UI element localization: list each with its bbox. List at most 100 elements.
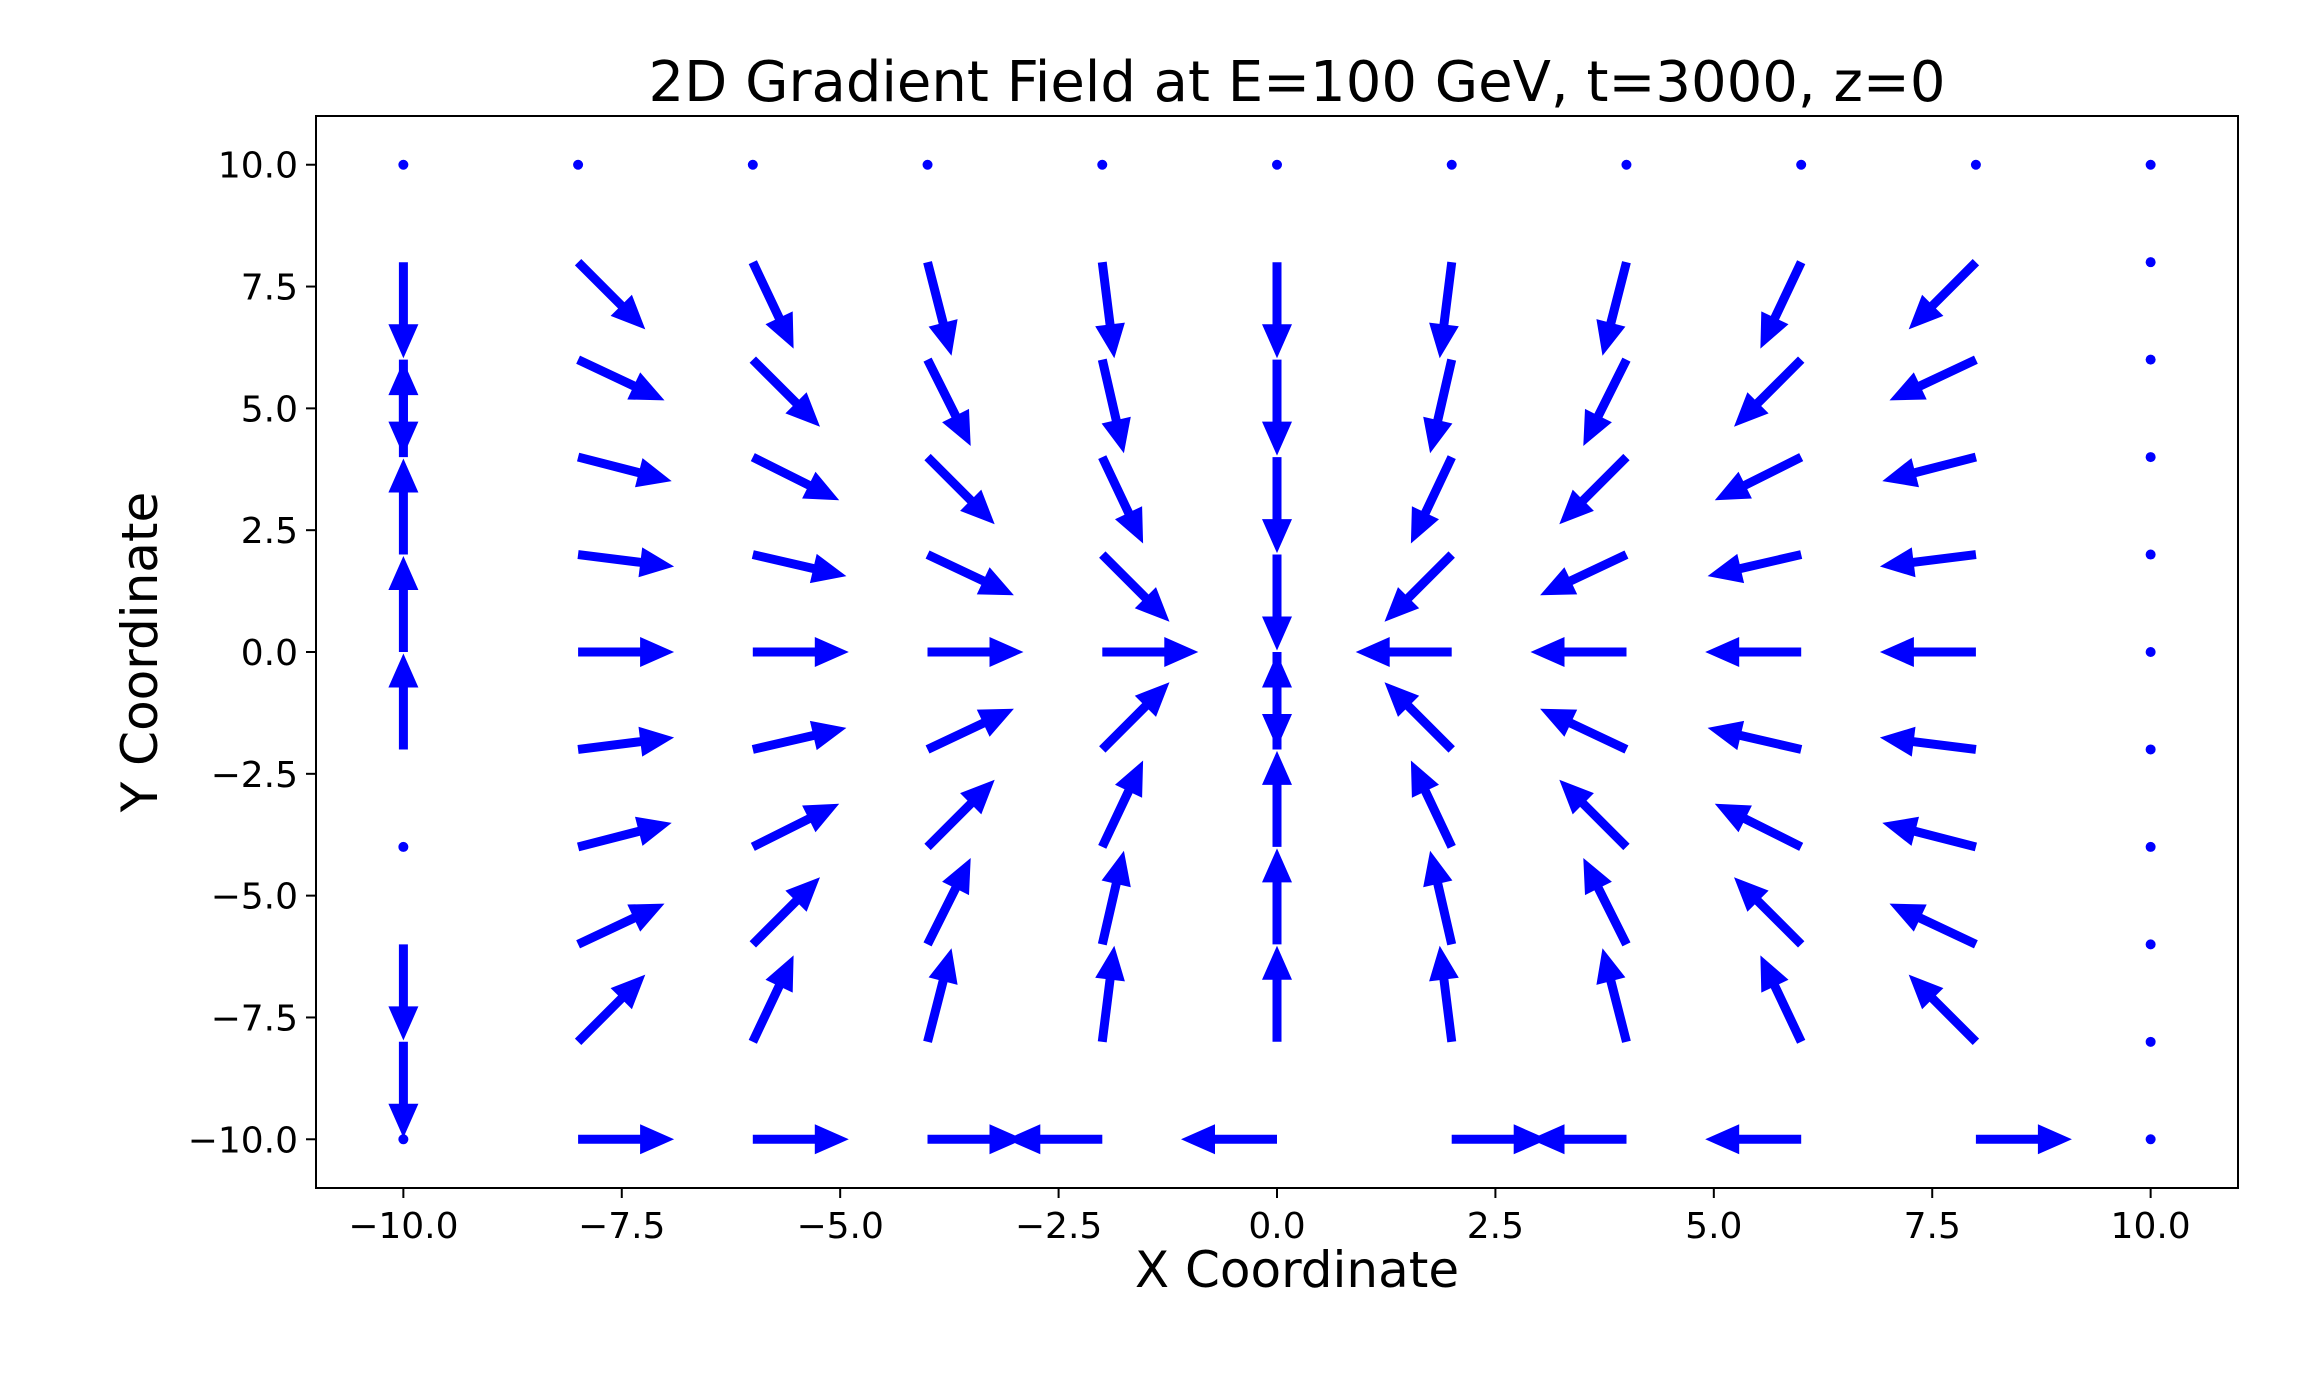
zero-vector-dot bbox=[1097, 159, 1108, 170]
vector-arrow bbox=[1734, 356, 1805, 427]
vector-arrow bbox=[1540, 708, 1629, 754]
vector-arrow bbox=[1006, 1124, 1103, 1155]
y-tick-label: −7.5 bbox=[211, 998, 298, 1039]
vector-arrow bbox=[927, 1124, 1024, 1155]
vector-arrow bbox=[1410, 760, 1456, 849]
vector-arrow bbox=[749, 877, 820, 948]
vector-arrow bbox=[388, 1041, 419, 1138]
y-axis-label: Y Coordinate bbox=[111, 492, 169, 814]
chart-title: 2D Gradient Field at E=100 GeV, t=3000, … bbox=[649, 50, 1946, 115]
zero-vector-dot bbox=[398, 1134, 409, 1145]
zero-vector-dot bbox=[2145, 354, 2156, 365]
vector-arrow bbox=[1975, 1124, 2072, 1155]
x-tick-label: −2.5 bbox=[1015, 1206, 1102, 1247]
vector-arrow bbox=[1095, 261, 1125, 359]
vector-arrow bbox=[1262, 750, 1292, 847]
vector-arrow bbox=[1262, 457, 1292, 554]
vector-arrow bbox=[1530, 637, 1627, 667]
vector-arrow bbox=[1429, 261, 1459, 359]
vector-arrow bbox=[1705, 637, 1802, 667]
zero-vector-dot bbox=[1621, 159, 1632, 170]
vector-arrow bbox=[577, 816, 672, 852]
vector-arrow bbox=[388, 653, 419, 750]
x-tick-label: −5.0 bbox=[796, 1206, 883, 1247]
vector-arrow bbox=[1262, 848, 1292, 945]
vector-arrows bbox=[388, 159, 2156, 1155]
vector-arrow bbox=[1099, 551, 1170, 622]
vector-arrow bbox=[1583, 858, 1631, 947]
x-axis-label: X Coordinate bbox=[1135, 1241, 1459, 1299]
y-tick-label: 7.5 bbox=[241, 268, 298, 309]
vector-arrow bbox=[574, 974, 646, 1045]
y-tick-label: 2.5 bbox=[241, 511, 298, 552]
vector-arrow bbox=[748, 260, 794, 349]
vector-arrow bbox=[577, 547, 675, 578]
y-tick-label: −5.0 bbox=[211, 877, 298, 918]
vector-arrow bbox=[1879, 637, 1976, 667]
zero-vector-dot bbox=[398, 159, 409, 170]
vector-arrow bbox=[1451, 1124, 1548, 1155]
x-axis: −10.0 −7.5 −5.0 −2.5 0.0 2.5 5.0 7.5 10.0 bbox=[348, 1188, 2191, 1247]
vector-arrow bbox=[1559, 779, 1630, 851]
zero-vector-dot bbox=[2145, 1036, 2156, 1047]
vector-arrow bbox=[925, 708, 1014, 754]
zero-vector-dot bbox=[398, 841, 409, 852]
vector-arrow bbox=[1596, 948, 1631, 1043]
vector-arrow bbox=[576, 903, 665, 949]
vector-arrow bbox=[1262, 554, 1292, 651]
vector-arrow bbox=[1181, 1124, 1277, 1155]
y-axis: 10.0 7.5 5.0 2.5 0.0 −2.5 −5.0 −7.5 −10.0 bbox=[188, 146, 316, 1161]
vector-arrow bbox=[1760, 955, 1806, 1044]
vector-arrow bbox=[1355, 637, 1452, 667]
vector-arrow bbox=[577, 726, 675, 757]
vector-arrow bbox=[1882, 816, 1977, 852]
vector-arrow bbox=[1714, 453, 1804, 501]
zero-vector-dot bbox=[2145, 1134, 2156, 1145]
zero-vector-dot bbox=[2145, 257, 2156, 268]
vector-arrow bbox=[1760, 260, 1806, 349]
x-tick-label: −10.0 bbox=[348, 1206, 458, 1247]
vector-arrow bbox=[1429, 945, 1459, 1043]
vector-arrow bbox=[924, 779, 995, 851]
vector-arrow bbox=[577, 452, 672, 488]
vector-arrow bbox=[752, 1124, 849, 1155]
vector-arrow bbox=[1734, 877, 1805, 948]
vector-arrow bbox=[752, 637, 849, 667]
vector-arrow bbox=[751, 720, 847, 754]
vector-arrow bbox=[1879, 547, 1977, 578]
x-tick-label: 7.5 bbox=[1904, 1206, 1961, 1247]
zero-vector-dot bbox=[2145, 744, 2156, 755]
zero-vector-dot bbox=[1446, 159, 1457, 170]
vector-arrow bbox=[751, 550, 847, 584]
zero-vector-dot bbox=[573, 159, 584, 170]
zero-vector-dot bbox=[747, 159, 758, 170]
vector-arrow bbox=[1908, 974, 1980, 1045]
x-tick-label: −7.5 bbox=[578, 1206, 665, 1247]
vector-arrow bbox=[388, 361, 419, 458]
vector-arrow bbox=[750, 803, 840, 851]
vector-arrow bbox=[1262, 945, 1292, 1042]
vector-arrow bbox=[388, 458, 419, 555]
vector-arrow bbox=[1705, 1124, 1802, 1155]
vector-arrow bbox=[923, 261, 958, 356]
vector-arrow bbox=[1097, 358, 1131, 454]
vector-arrow bbox=[1262, 359, 1292, 456]
vector-arrow bbox=[578, 637, 675, 667]
y-tick-label: 10.0 bbox=[218, 146, 298, 187]
vector-arrow bbox=[578, 1124, 675, 1155]
vector-arrow bbox=[923, 858, 971, 947]
vector-arrow bbox=[388, 556, 419, 652]
vector-arrow bbox=[1262, 262, 1292, 359]
vector-arrow bbox=[576, 355, 665, 401]
zero-vector-dot bbox=[1970, 159, 1981, 170]
vector-arrow bbox=[1423, 850, 1457, 946]
x-tick-label: 0.0 bbox=[1248, 1206, 1305, 1247]
x-tick-label: 10.0 bbox=[2111, 1206, 2191, 1247]
zero-vector-dot bbox=[2145, 549, 2156, 560]
vector-arrow bbox=[1410, 455, 1456, 544]
vector-arrow bbox=[1882, 452, 1977, 488]
x-tick-label: 5.0 bbox=[1685, 1206, 1742, 1247]
vector-arrow bbox=[1707, 550, 1803, 584]
vector-arrow bbox=[1714, 803, 1804, 851]
vector-arrow bbox=[1423, 358, 1457, 454]
